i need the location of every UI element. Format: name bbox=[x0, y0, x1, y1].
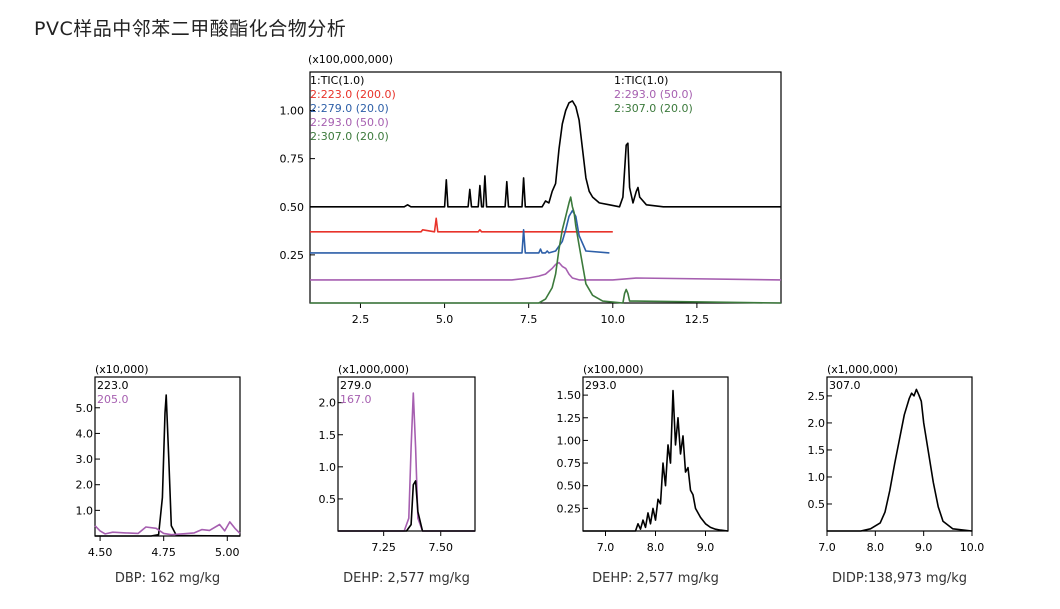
series-line-main-0 bbox=[310, 100, 781, 208]
x-tick-label: 9.0 bbox=[915, 541, 933, 554]
chart-dbp: (x10,000) 4.50 4.75 5.00 1.0 2.0 3.0 4.0 5.0223.… bbox=[76, 363, 241, 586]
y-tick-label: 1.25 bbox=[557, 412, 582, 425]
x-tick-label: 10.0 bbox=[960, 541, 985, 554]
y-tick-label: 1.0 bbox=[76, 504, 94, 517]
y-tick-label: 1.5 bbox=[808, 444, 826, 457]
chart-caption: DBP: 162 mg/kg bbox=[115, 571, 220, 586]
y-tick-label: 5.0 bbox=[76, 402, 94, 415]
series-line-dbp-0 bbox=[95, 394, 241, 537]
y-tick-label: 0.5 bbox=[808, 498, 826, 511]
y-tick-label: 0.25 bbox=[280, 249, 305, 262]
legend-entry: 2:293.0 (50.0) bbox=[310, 116, 389, 129]
chart-main: (x100,000,000) 2.5 5.0 7.5 10.0 12.5 0.25 0.50 0… bbox=[280, 53, 782, 326]
x-tick-label: 7.5 bbox=[520, 313, 538, 326]
y-scale-label: (x1,000,000) bbox=[827, 363, 898, 376]
series-line-main-2 bbox=[310, 209, 610, 254]
legend-entry: 167.0 bbox=[340, 393, 372, 406]
plot-frame bbox=[582, 376, 729, 532]
x-tick-label: 5.0 bbox=[436, 313, 454, 326]
chart-dehp1: (x1,000,000) 7.25 7.50 0.5 1.0 1.5 2.0279.0167… bbox=[319, 363, 476, 586]
y-tick-label: 2.0 bbox=[808, 417, 826, 430]
x-tick-label: 10.0 bbox=[601, 313, 626, 326]
legend-entry-right: 1:TIC(1.0) bbox=[614, 74, 668, 87]
y-tick-label: 1.00 bbox=[280, 105, 305, 118]
page-title: PVC样品中邻苯二甲酸酯化合物分析 bbox=[34, 18, 347, 40]
y-tick-label: 2.0 bbox=[319, 397, 337, 410]
series-line-dehp1-1 bbox=[338, 480, 475, 532]
chart-dehp2: (x100,000) 7.0 8.0 9.0 0.25 0.50 0.75 1.00 1.25 1… bbox=[557, 363, 729, 586]
series-line-main-4 bbox=[310, 196, 782, 304]
y-tick-label: 1.5 bbox=[319, 429, 337, 442]
legend-entry: 223.0 bbox=[97, 379, 129, 392]
chart-caption: DEHP: 2,577 mg/kg bbox=[343, 571, 470, 586]
y-tick-label: 0.75 bbox=[557, 457, 582, 470]
x-tick-label: 12.5 bbox=[685, 313, 710, 326]
legend-entry: 279.0 bbox=[340, 379, 372, 392]
x-tick-label: 7.50 bbox=[429, 541, 454, 554]
chart-didp: (x1,000,000) 7.0 8.0 9.0 10.0 0.5 1.0 1.5 2.0 2.5… bbox=[808, 363, 985, 586]
x-tick-label: 8.0 bbox=[647, 541, 665, 554]
legend-entry: 307.0 bbox=[829, 379, 861, 392]
y-tick-label: 3.0 bbox=[76, 453, 94, 466]
y-scale-label: (x100,000) bbox=[583, 363, 644, 376]
series-line-dbp-1 bbox=[94, 521, 241, 536]
x-tick-label: 2.5 bbox=[352, 313, 370, 326]
y-tick-label: 1.50 bbox=[557, 389, 582, 402]
plot-frame bbox=[94, 376, 241, 537]
x-tick-label: 4.50 bbox=[88, 546, 113, 559]
y-tick-label: 2.0 bbox=[76, 479, 94, 492]
y-tick-label: 4.0 bbox=[76, 427, 94, 440]
legend-entry-right: 2:293.0 (50.0) bbox=[614, 88, 693, 101]
legend-entry: 205.0 bbox=[97, 393, 129, 406]
x-tick-label: 7.0 bbox=[818, 541, 836, 554]
x-tick-label: 4.75 bbox=[151, 546, 176, 559]
x-tick-label: 7.25 bbox=[371, 541, 396, 554]
y-tick-label: 1.0 bbox=[808, 471, 826, 484]
y-scale-label: (x10,000) bbox=[95, 363, 149, 376]
x-tick-label: 8.0 bbox=[867, 541, 885, 554]
series-line-didp-0 bbox=[827, 388, 973, 532]
y-scale-label: (x100,000,000) bbox=[308, 53, 393, 66]
legend-entry-right: 2:307.0 (20.0) bbox=[614, 102, 693, 115]
series-line-dehp1-0 bbox=[338, 392, 475, 532]
y-tick-label: 0.50 bbox=[557, 480, 582, 493]
y-tick-label: 1.0 bbox=[319, 461, 337, 474]
legend-entry: 2:279.0 (20.0) bbox=[310, 102, 389, 115]
plot-frame bbox=[309, 71, 782, 304]
y-tick-label: 0.5 bbox=[319, 493, 337, 506]
chart-caption: DEHP: 2,577 mg/kg bbox=[592, 571, 719, 586]
series-line-main-1 bbox=[310, 217, 613, 233]
x-tick-label: 9.0 bbox=[697, 541, 715, 554]
chart-caption: DIDP:138,973 mg/kg bbox=[832, 571, 967, 586]
y-tick-label: 0.75 bbox=[280, 153, 305, 166]
legend-entry: 293.0 bbox=[585, 379, 617, 392]
series-line-main-3 bbox=[310, 261, 782, 281]
legend-entry: 1:TIC(1.0) bbox=[310, 74, 364, 87]
y-scale-label: (x1,000,000) bbox=[338, 363, 409, 376]
y-tick-label: 0.25 bbox=[557, 502, 582, 515]
plot-frame bbox=[826, 376, 973, 532]
legend-entry: 2:307.0 (20.0) bbox=[310, 130, 389, 143]
y-tick-label: 2.5 bbox=[808, 390, 826, 403]
series-line-dehp2-0 bbox=[583, 389, 729, 532]
y-tick-label: 1.00 bbox=[557, 434, 582, 447]
x-tick-label: 5.00 bbox=[215, 546, 240, 559]
x-tick-label: 7.0 bbox=[597, 541, 615, 554]
legend-entry: 2:223.0 (200.0) bbox=[310, 88, 396, 101]
y-tick-label: 0.50 bbox=[280, 201, 305, 214]
